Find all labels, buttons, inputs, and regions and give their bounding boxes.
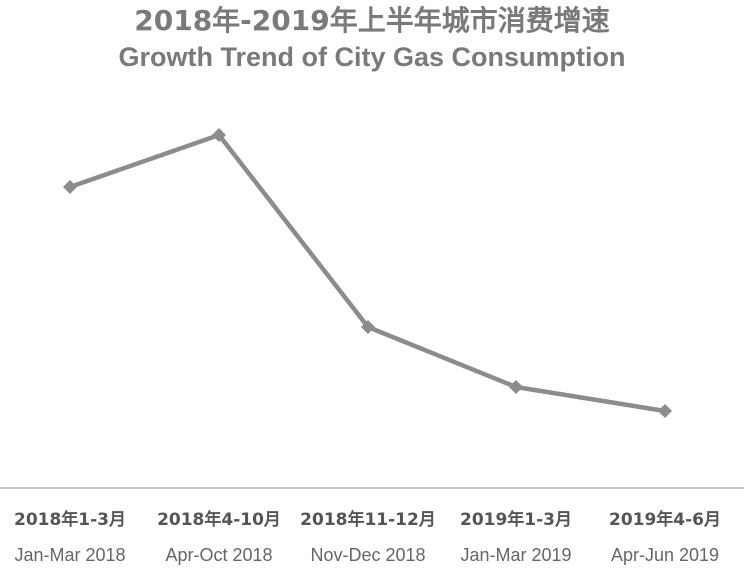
x-tick-label-en: Jan-Mar 2019 [460,545,571,565]
chart-subtitle: Growth Trend of City Gas Consumption [118,42,626,72]
chart-title: 2018年-2019年上半年城市消费增速 [134,4,610,37]
x-tick-label-cn: 2019年4-6月 [609,509,721,530]
x-tick-label-en: Apr-Oct 2018 [165,545,272,565]
data-markers [63,128,672,418]
x-tick-label-en: Apr-Jun 2019 [611,545,719,565]
x-tick-label-cn: 2018年11-12月 [300,509,436,530]
data-point-marker [361,320,375,334]
x-tick-label-en: Nov-Dec 2018 [310,545,425,565]
data-point-marker [212,128,226,142]
x-tick-label-en: Jan-Mar 2018 [14,545,125,565]
x-tick-labels: 2018年1-3月 Jan-Mar 2018 2018年4-10月 Apr-Oct 2… [14,509,721,565]
data-point-marker [63,180,77,194]
x-tick-label-cn: 2018年1-3月 [14,509,126,530]
x-tick-label-cn: 2018年4-10月 [157,509,281,530]
series-line [69,132,666,414]
x-tick-label-cn: 2019年1-3月 [460,509,572,530]
data-point-marker [658,404,672,418]
data-point-marker [509,380,523,394]
